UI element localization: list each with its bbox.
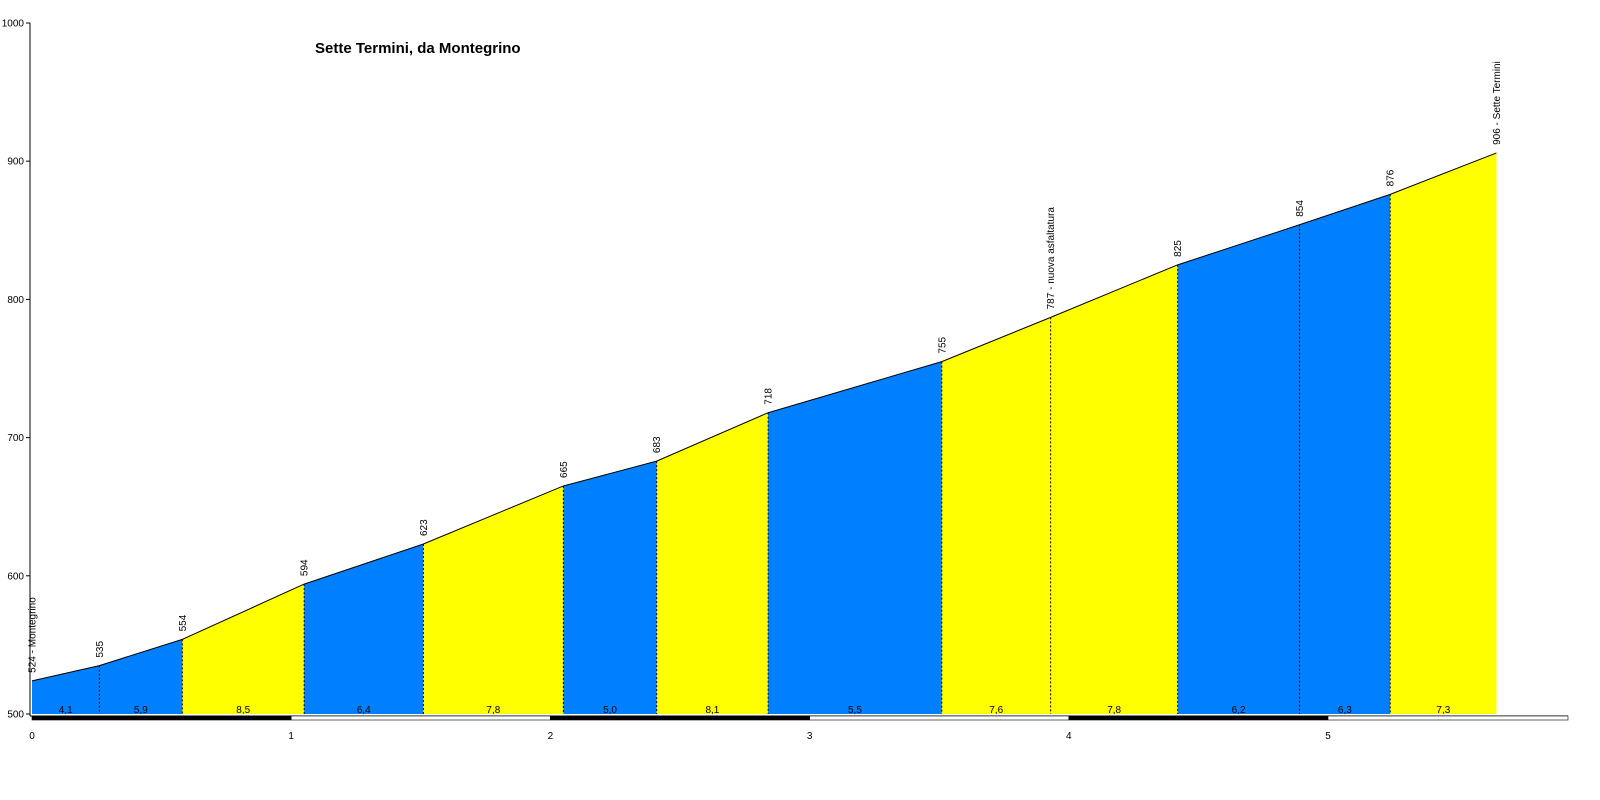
axes-layer: 500 600 700 800 900 1000 0 1 2 3 4 5	[2, 19, 1569, 742]
x-tick-label: 1	[288, 731, 294, 742]
gradient-label: 5,9	[134, 705, 148, 716]
elevation-label: 718	[764, 388, 775, 405]
elevation-label: 825	[1173, 240, 1184, 257]
gradient-label: 7,6	[989, 705, 1003, 716]
elevation-label: 787 - nuova asfaltatura	[1046, 207, 1057, 310]
x-tick-label: 2	[548, 731, 554, 742]
y-tick-label: 600	[7, 571, 24, 582]
y-tick-label: 500	[7, 710, 24, 721]
segment-area	[304, 544, 424, 714]
km-stripe	[1327, 715, 1569, 721]
segment-area	[656, 412, 769, 714]
gradient-label: 7,8	[1107, 705, 1121, 716]
elevation-label: 665	[559, 461, 570, 478]
segment-area	[32, 665, 100, 714]
elevation-label: 623	[419, 519, 430, 536]
y-tick-label: 900	[7, 157, 24, 168]
y-tick-label: 700	[7, 433, 24, 444]
x-tick-label: 0	[29, 731, 35, 742]
gradient-label: 8,5	[236, 705, 250, 716]
segment-area	[1390, 152, 1497, 714]
elevation-label: 876	[1386, 169, 1397, 186]
elevation-label: 554	[178, 614, 189, 631]
y-tick-label: 1000	[2, 19, 25, 30]
x-tick-label: 4	[1066, 731, 1072, 742]
elevation-label: 683	[652, 436, 663, 453]
elevation-label: 755	[937, 336, 948, 353]
km-stripe	[290, 715, 551, 721]
elevation-label: 854	[1295, 200, 1306, 217]
km-stripe	[550, 715, 810, 721]
segment-area	[563, 461, 657, 714]
elevation-label: 594	[300, 559, 311, 576]
km-stripe	[31, 715, 292, 721]
profile-layer	[31, 152, 1497, 682]
segment-area	[182, 584, 305, 714]
chart-title: Sette Termini, da Montegrino	[315, 40, 521, 57]
gradient-label: 4,1	[59, 705, 73, 716]
segment-area	[99, 639, 183, 714]
km-stripe	[1068, 715, 1329, 721]
segment-area	[1177, 224, 1300, 714]
x-tick-label: 5	[1325, 731, 1331, 742]
gradient-label: 6,2	[1232, 705, 1246, 716]
y-tick-label: 800	[7, 295, 24, 306]
x-tick-label: 3	[807, 731, 813, 742]
segment-area	[423, 485, 564, 714]
gradient-label: 5,5	[848, 705, 862, 716]
km-stripe	[809, 715, 1070, 721]
gradient-label: 7,8	[486, 705, 500, 716]
segment-area	[768, 361, 942, 714]
gradient-label: 6,4	[357, 705, 371, 716]
dividers-layer	[98, 194, 1391, 714]
elevation-label: 535	[95, 641, 106, 658]
gradient-label: 7,3	[1436, 705, 1450, 716]
segment-area	[941, 317, 1051, 714]
elevation-label: 906 - Sette Termini	[1492, 61, 1503, 145]
segments-layer	[32, 152, 1497, 715]
labels-layer: 4,1 5,9 8,5 6,4 7,8 5,0 8,1 5,5 7,6 7,8 6,2 6,3 7,3 5…	[28, 61, 1503, 716]
elevation-label: 524 - Montegrino	[28, 597, 39, 673]
segment-area	[1299, 194, 1391, 715]
gradient-label: 8,1	[705, 705, 719, 716]
gradient-label: 5,0	[603, 705, 617, 716]
segment-area	[1050, 264, 1178, 714]
profile-line	[31, 152, 1497, 682]
gradient-label: 6,3	[1338, 705, 1352, 716]
